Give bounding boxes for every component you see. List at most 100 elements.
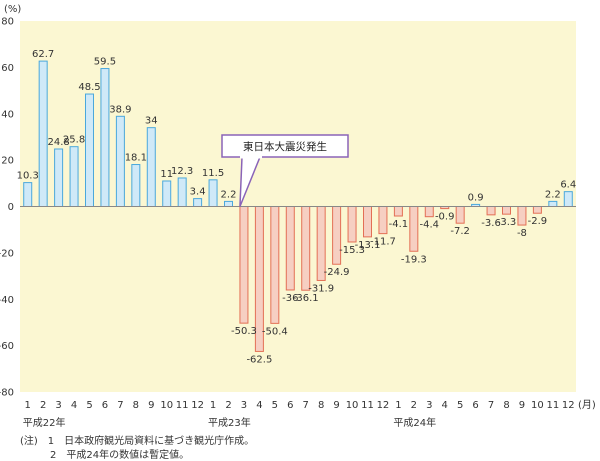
data-label: -24.9 [324, 267, 350, 278]
x-tick-label: 5 [457, 400, 463, 411]
y-tick-label: 40 [1, 109, 14, 120]
x-tick-label: 12 [377, 400, 390, 411]
bar-positive [131, 164, 141, 207]
y-tick-label: -20 [0, 248, 14, 259]
data-label: 11 [160, 169, 173, 180]
bar-positive [115, 115, 125, 207]
year-label: 平成24年 [393, 416, 436, 429]
bar-positive [54, 148, 64, 207]
x-tick-label: 1 [210, 400, 216, 411]
x-tick-label: 4 [71, 400, 77, 411]
x-tick-label: 10 [160, 400, 173, 411]
year-label: 平成22年 [23, 416, 66, 429]
bar-positive [23, 182, 33, 208]
bar-negative [424, 206, 434, 218]
bar-positive [100, 68, 110, 207]
bar-negative [532, 206, 542, 214]
y-tick-label: 0 [8, 202, 14, 213]
data-label: -4.4 [420, 220, 440, 231]
bar-negative [285, 206, 295, 291]
y-tick-label: -60 [0, 341, 14, 352]
y-tick-label: -80 [0, 388, 14, 399]
y-tick-label: -40 [0, 295, 14, 306]
x-tick-label: 12 [562, 400, 575, 411]
x-tick-label: 3 [426, 400, 432, 411]
x-unit-label: (月) [578, 399, 596, 411]
bar-negative [455, 206, 465, 224]
bar-positive [69, 146, 79, 208]
x-tick-label: 2 [411, 400, 417, 411]
bar-negative [486, 206, 496, 216]
x-tick-label: 5 [272, 400, 278, 411]
bar-positive [146, 127, 156, 207]
x-tick-label: 10 [346, 400, 359, 411]
data-label: -3.3 [497, 217, 517, 228]
bar-positive [563, 191, 573, 208]
x-tick-label: 7 [488, 400, 494, 411]
bar-negative [301, 206, 311, 291]
callout-text: 東日本大震災発生 [243, 140, 327, 153]
bar-positive [224, 200, 233, 207]
data-label: -50.3 [231, 326, 257, 337]
bar-negative [517, 206, 527, 226]
data-label: 11.5 [202, 168, 224, 179]
bar-positive [38, 60, 48, 207]
bar-positive [85, 93, 94, 207]
x-tick-label: 5 [86, 400, 92, 411]
data-label: 2.2 [221, 189, 237, 200]
data-label: 12.3 [171, 166, 193, 177]
bar-positive [548, 200, 558, 207]
x-tick-label: 9 [148, 400, 154, 411]
data-label: -2.9 [528, 216, 548, 227]
y-tick-label: 80 [1, 17, 14, 28]
bar-positive [162, 180, 172, 207]
y-unit-label: (%) [4, 4, 21, 15]
data-label: -62.5 [246, 354, 272, 365]
data-label: 0.9 [468, 192, 484, 203]
y-tick-label: 20 [1, 156, 14, 167]
x-tick-label: 3 [55, 400, 61, 411]
x-tick-label: 6 [287, 400, 293, 411]
data-label: -4.1 [389, 219, 409, 230]
footnote-2: 2 平成24年の数値は暫定値。 [20, 450, 190, 461]
data-label: -8 [517, 228, 527, 239]
data-label: 25.8 [63, 135, 85, 146]
data-label: 6.4 [560, 180, 576, 191]
data-label: -13.1 [355, 240, 381, 251]
data-label: -7.2 [450, 226, 470, 237]
x-tick-label: 3 [241, 400, 247, 411]
x-tick-label: 9 [519, 400, 525, 411]
x-tick-label: 7 [117, 400, 123, 411]
data-label: 59.5 [94, 57, 116, 68]
bar-negative [239, 206, 249, 324]
data-label: -15.3 [339, 245, 365, 256]
bar-negative [502, 206, 511, 215]
data-label: 18.1 [125, 153, 147, 164]
bar-positive [193, 198, 203, 208]
x-tick-label: 1 [395, 400, 401, 411]
bar-positive [177, 177, 187, 207]
earthquake-callout: 東日本大震災発生 [221, 134, 349, 207]
x-tick-label: 4 [442, 400, 448, 411]
x-tick-label: 1 [25, 400, 31, 411]
footnote-1: (注) 1 日本政府観光局資料に基づき観光庁作成。 [20, 436, 255, 447]
data-label: -19.3 [401, 254, 427, 265]
data-label: 2.2 [545, 189, 561, 200]
data-label: 24.8 [47, 137, 69, 148]
data-label: 48.5 [78, 82, 100, 93]
x-tick-label: 8 [318, 400, 324, 411]
bar-negative [363, 206, 372, 238]
data-label: -11.7 [370, 237, 396, 248]
data-label: 34 [145, 116, 158, 127]
data-label: 62.7 [32, 49, 54, 60]
data-label: -3.6 [481, 218, 501, 229]
x-tick-label: 11 [176, 400, 189, 411]
x-tick-label: 10 [531, 400, 544, 411]
data-label: -36.1 [293, 293, 319, 304]
x-tick-label: 7 [303, 400, 309, 411]
x-tick-label: 2 [225, 400, 231, 411]
x-tick-label: 4 [256, 400, 262, 411]
bar-negative [270, 206, 280, 324]
x-tick-label: 12 [191, 400, 204, 411]
